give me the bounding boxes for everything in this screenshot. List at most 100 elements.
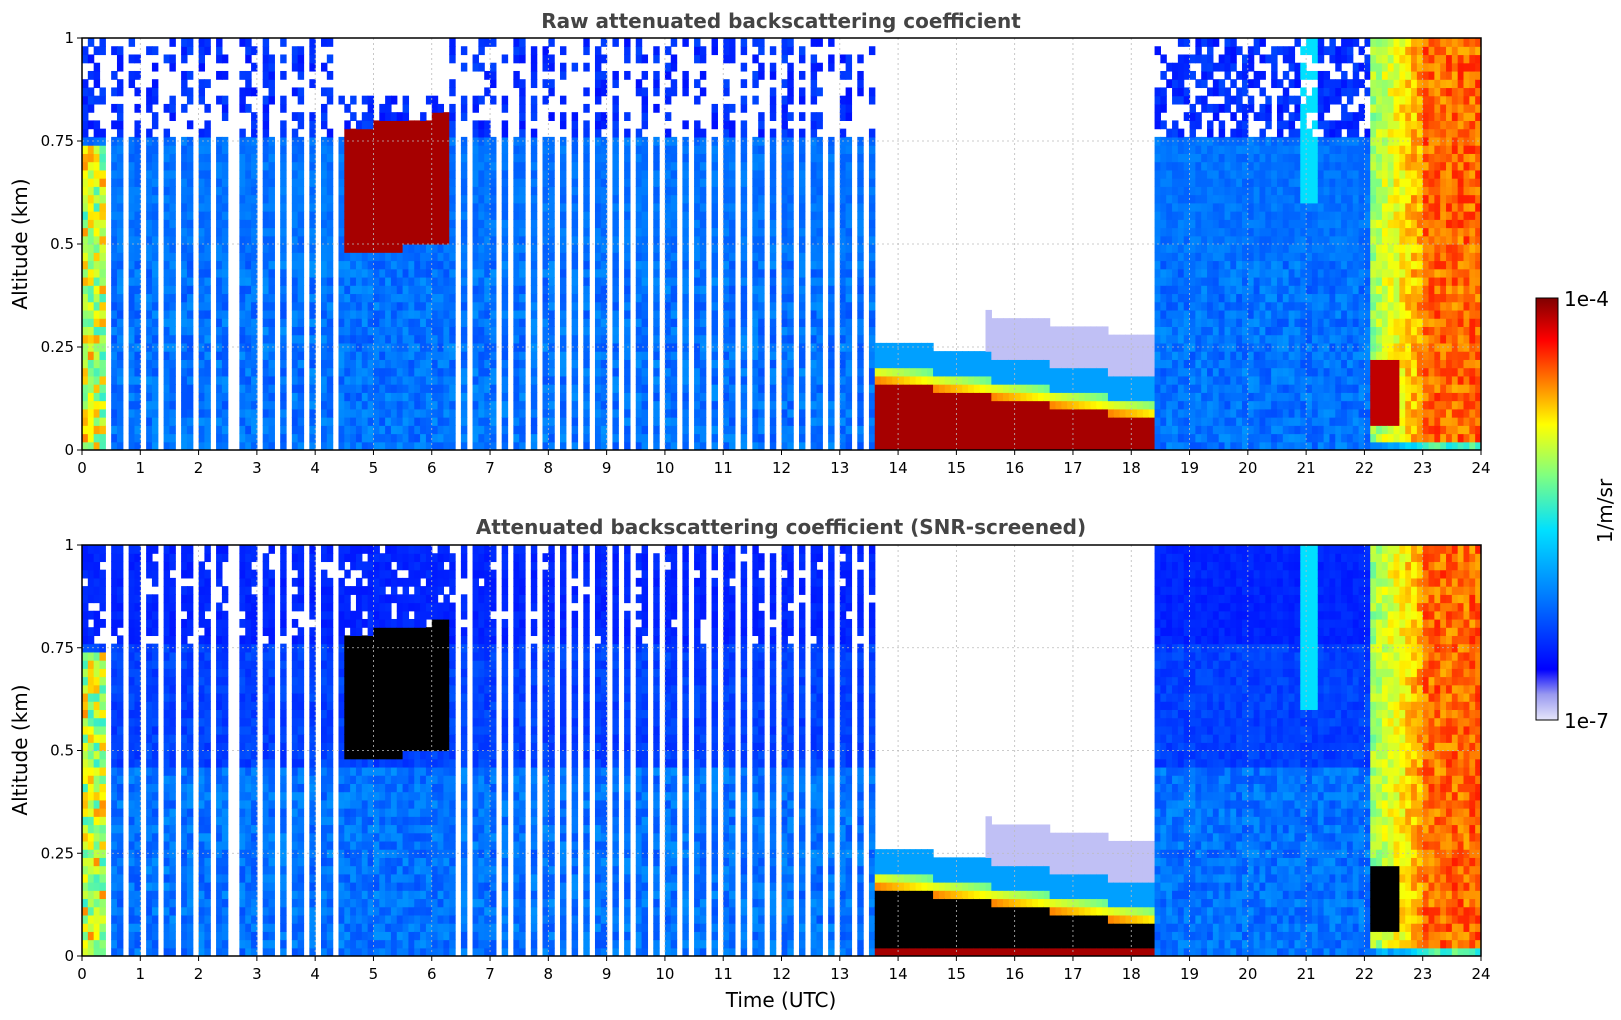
- heatmap-cell: [367, 178, 375, 187]
- heatmap-cell: [437, 400, 445, 410]
- heatmap-cell: [390, 235, 398, 245]
- heatmap-cell: [1154, 301, 1161, 311]
- heatmap-cell: [699, 235, 707, 245]
- heatmap-cell: [425, 161, 433, 171]
- heatmap-cell: [1166, 235, 1173, 245]
- heatmap-cell: [758, 186, 765, 196]
- heatmap-cell: [99, 202, 106, 212]
- heatmap-cell: [390, 400, 398, 410]
- heatmap-cell: [711, 103, 718, 113]
- heatmap-cell: [1113, 342, 1121, 352]
- heatmap-cell: [326, 441, 334, 450]
- heatmap-cell: [723, 178, 730, 187]
- heatmap-cell: [1020, 359, 1027, 369]
- heatmap-cell: [146, 309, 153, 319]
- heatmap-cell: [390, 194, 398, 204]
- heatmap-cell: [781, 276, 788, 286]
- heatmap-cell: [1172, 136, 1179, 146]
- heatmap-cell: [449, 392, 456, 402]
- heatmap-cell: [1113, 334, 1121, 344]
- heatmap-cell: [635, 145, 643, 154]
- heatmap-cell: [326, 161, 334, 171]
- heatmap-cell: [484, 367, 491, 377]
- heatmap-cell: [472, 252, 479, 262]
- heatmap-cell: [769, 433, 777, 443]
- heatmap-cell: [134, 351, 141, 360]
- heatmap-cell: [868, 375, 876, 385]
- heatmap-cell: [414, 219, 421, 229]
- heatmap-cell: [221, 153, 229, 163]
- heatmap-cell: [169, 384, 176, 393]
- heatmap-cell: [99, 359, 106, 369]
- heatmap-cell: [373, 318, 380, 327]
- heatmap-cell: [828, 293, 835, 303]
- heatmap-cell: [367, 375, 375, 385]
- heatmap-cell: [396, 211, 404, 220]
- heatmap-cell: [600, 408, 608, 418]
- heatmap-cell: [915, 400, 922, 410]
- heatmap-cell: [641, 87, 649, 97]
- heatmap-cell: [111, 227, 118, 237]
- heatmap-cell: [385, 351, 392, 360]
- heatmap-cell: [350, 211, 357, 220]
- heatmap-cell: [350, 252, 357, 262]
- heatmap-cell: [443, 219, 450, 229]
- heatmap-cell: [239, 293, 246, 303]
- heatmap-cell: [1014, 384, 1022, 393]
- heatmap-cell: [752, 276, 759, 286]
- heatmap-cell: [291, 161, 299, 171]
- heatmap-cell: [221, 54, 229, 64]
- heatmap-cell: [653, 260, 660, 270]
- heatmap-cell: [116, 153, 124, 163]
- heatmap-cell: [839, 54, 847, 64]
- heatmap-cell: [787, 367, 794, 377]
- heatmap-cell: [1137, 433, 1144, 443]
- heatmap-cell: [309, 211, 316, 220]
- heatmap-cell: [816, 359, 823, 369]
- heatmap-cell: [845, 95, 853, 105]
- heatmap-cell: [355, 128, 363, 138]
- heatmap-cell: [798, 326, 806, 336]
- heatmap-cell: [886, 441, 893, 450]
- heatmap-cell: [309, 120, 316, 130]
- heatmap-cell: [431, 392, 439, 402]
- heatmap-cell: [1020, 441, 1027, 450]
- heatmap-cell: [501, 202, 509, 212]
- heatmap-cell: [1020, 367, 1027, 377]
- heatmap-cell: [1189, 285, 1196, 295]
- heatmap-cell: [437, 178, 445, 187]
- heatmap-cell: [1137, 417, 1144, 426]
- heatmap-cell: [857, 417, 864, 426]
- heatmap-cell: [490, 384, 497, 393]
- heatmap-cell: [723, 309, 730, 319]
- heatmap-cell: [798, 408, 806, 418]
- heatmap-cell: [221, 441, 229, 450]
- heatmap-cell: [600, 417, 608, 426]
- heatmap-cell: [280, 227, 287, 237]
- heatmap-cell: [262, 392, 270, 402]
- heatmap-cell: [548, 244, 555, 253]
- heatmap-cell: [1037, 334, 1045, 344]
- heatmap-cell: [787, 153, 794, 163]
- heatmap-cell: [297, 186, 305, 196]
- heatmap-cell: [839, 326, 847, 336]
- heatmap-cell: [1154, 408, 1161, 418]
- heatmap-cell: [729, 202, 736, 212]
- heatmap-cell: [612, 235, 619, 245]
- heatmap-cell: [1107, 342, 1115, 352]
- heatmap-cell: [251, 260, 258, 270]
- heatmap-cell: [385, 194, 392, 204]
- heatmap-cell: [204, 326, 211, 336]
- heatmap-cell: [297, 235, 305, 245]
- heatmap-cell: [408, 268, 415, 278]
- heatmap-cell: [1113, 359, 1121, 369]
- heatmap-cell: [594, 227, 602, 237]
- heatmap-cell: [787, 309, 794, 319]
- heatmap-cell: [816, 62, 823, 72]
- heatmap-cell: [169, 202, 176, 212]
- heatmap-cell: [1084, 441, 1092, 450]
- heatmap-cell: [1113, 384, 1121, 393]
- heatmap-cell: [268, 95, 275, 105]
- heatmap-cell: [291, 425, 299, 435]
- heatmap-cell: [641, 178, 649, 187]
